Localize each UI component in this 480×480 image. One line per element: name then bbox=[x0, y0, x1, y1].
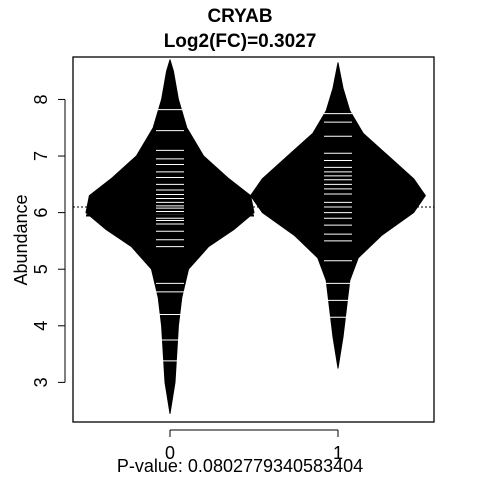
beans bbox=[85, 59, 426, 414]
y-tick-label: 3 bbox=[31, 377, 51, 387]
x-axis-caption: P-value: 0.0802779340583404 bbox=[116, 456, 364, 476]
y-axis-label: Abundance bbox=[11, 194, 31, 285]
y-tick-label: 4 bbox=[31, 321, 51, 331]
x-tick-label: 1 bbox=[333, 443, 343, 463]
y-tick-label: 8 bbox=[31, 94, 51, 104]
y-tick-label: 6 bbox=[31, 208, 51, 218]
bean-density bbox=[85, 59, 255, 414]
y-tick-label: 7 bbox=[31, 151, 51, 161]
bean-group-1 bbox=[250, 62, 426, 369]
bean-group-0 bbox=[85, 59, 255, 414]
chart-subtitle: Log2(FC)=0.3027 bbox=[163, 31, 317, 52]
chart-title: CRYAB bbox=[207, 6, 273, 27]
y-axis: 3 4 5 6 7 8 bbox=[31, 94, 66, 387]
x-tick-label: 0 bbox=[165, 443, 175, 463]
bean-density bbox=[250, 62, 426, 369]
y-tick-label: 5 bbox=[31, 264, 51, 274]
plot-frame bbox=[72, 56, 435, 423]
